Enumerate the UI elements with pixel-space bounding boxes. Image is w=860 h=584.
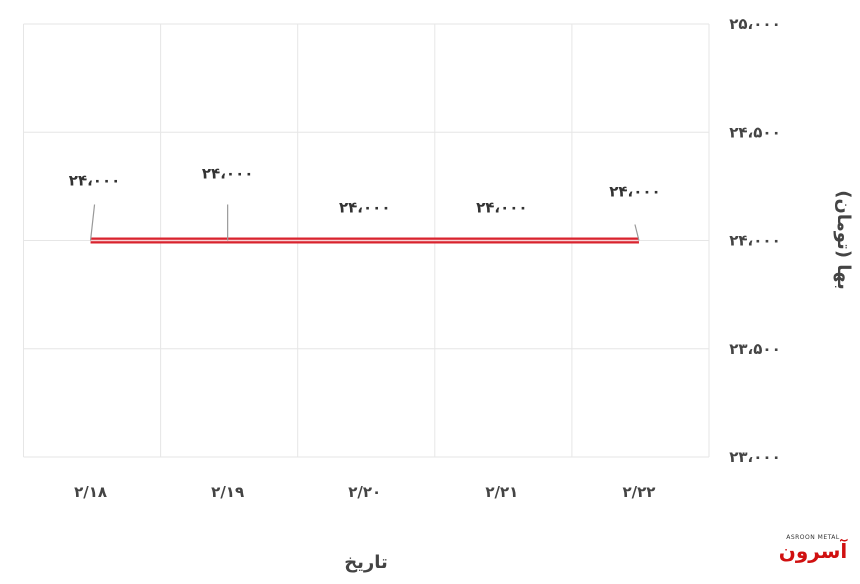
x-axis-title: تاریخ (344, 552, 388, 573)
y-tick-label: ۲۳،۵۰۰ (729, 340, 780, 358)
x-tick-label: ۲/۱۹ (211, 483, 244, 501)
x-tick-label: ۲/۱۸ (74, 483, 107, 501)
data-label: ۲۴،۰۰۰ (476, 199, 527, 217)
y-tick-label: ۲۳،۰۰۰ (729, 448, 780, 466)
x-axis-ticks: ۲/۱۸ ۲/۱۹ ۲/۲۰ ۲/۲۱ ۲/۲۲ (74, 483, 655, 501)
label-leader (634, 224, 640, 241)
y-axis-title: بها (تومان) (833, 190, 854, 289)
y-axis-ticks: ۲۳،۰۰۰ ۲۳،۵۰۰ ۲۴،۰۰۰ ۲۴،۵۰۰ ۲۵،۰۰۰ (729, 15, 780, 466)
label-leader (89, 204, 96, 241)
logo-text-en: ASROON METAL (786, 534, 840, 541)
x-tick-label: ۲/۲۲ (622, 483, 655, 501)
data-label: ۲۴،۰۰۰ (609, 183, 660, 201)
data-label: ۲۴،۰۰۰ (339, 199, 390, 217)
x-tick-label: ۲/۲۰ (348, 483, 381, 501)
x-tick-label: ۲/۲۱ (485, 483, 518, 501)
data-labels: ۲۴،۰۰۰ ۲۴،۰۰۰ ۲۴،۰۰۰ ۲۴،۰۰۰ ۲۴،۰۰۰ (69, 165, 661, 241)
y-tick-label: ۲۴،۰۰۰ (729, 232, 780, 250)
y-tick-label: ۲۵،۰۰۰ (729, 15, 780, 33)
data-label: ۲۴،۰۰۰ (69, 172, 120, 190)
y-tick-label: ۲۴،۵۰۰ (729, 123, 780, 141)
logo-text-fa: آسرون (778, 539, 848, 563)
data-label: ۲۴،۰۰۰ (202, 165, 253, 183)
asroon-logo: ASROON METAL آسرون (778, 520, 848, 580)
